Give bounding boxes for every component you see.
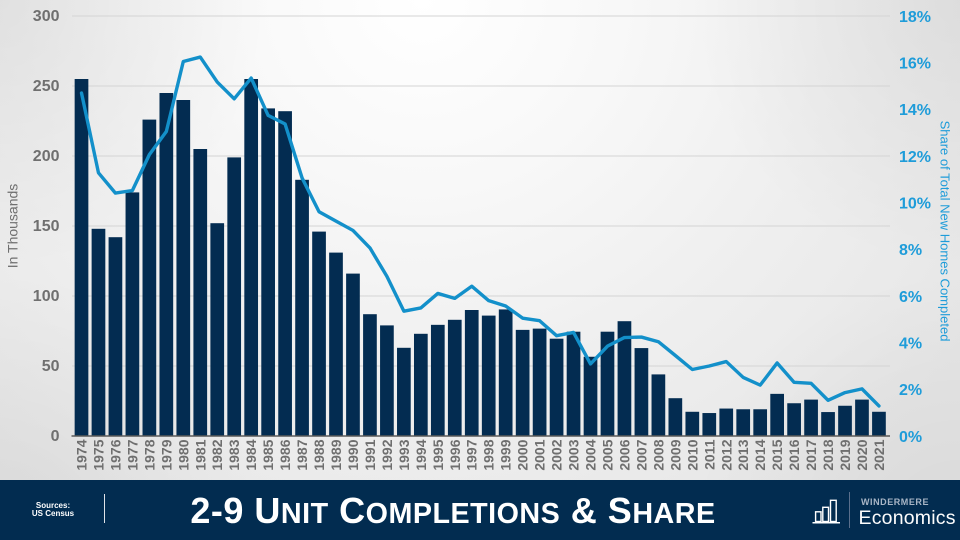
svg-text:1990: 1990 (345, 439, 361, 470)
svg-text:In Thousands: In Thousands (5, 184, 21, 269)
svg-text:150: 150 (33, 218, 60, 235)
svg-text:1974: 1974 (74, 439, 90, 470)
svg-text:2007: 2007 (633, 439, 649, 470)
svg-text:1979: 1979 (158, 439, 174, 470)
svg-text:50: 50 (42, 358, 60, 375)
svg-text:1993: 1993 (396, 439, 412, 470)
svg-text:0%: 0% (899, 429, 922, 446)
svg-text:2014: 2014 (752, 439, 768, 470)
svg-text:2008: 2008 (650, 439, 666, 470)
svg-text:1982: 1982 (209, 439, 225, 470)
svg-text:0: 0 (51, 428, 60, 445)
svg-text:1999: 1999 (498, 439, 514, 470)
svg-text:1996: 1996 (447, 439, 463, 470)
svg-text:1994: 1994 (413, 439, 429, 470)
svg-text:250: 250 (33, 78, 60, 95)
svg-text:200: 200 (33, 148, 60, 165)
svg-text:Share of Total New Homes Compl: Share of Total New Homes Completed (938, 121, 953, 342)
svg-text:2005: 2005 (599, 439, 615, 470)
svg-text:2020: 2020 (854, 439, 870, 470)
svg-text:1981: 1981 (192, 439, 208, 470)
svg-text:2015: 2015 (769, 439, 785, 470)
svg-text:2%: 2% (899, 382, 922, 399)
svg-text:14%: 14% (899, 102, 931, 119)
svg-text:1985: 1985 (260, 439, 276, 470)
svg-text:2001: 2001 (532, 439, 548, 470)
svg-text:1988: 1988 (311, 439, 327, 470)
svg-text:2013: 2013 (735, 439, 751, 470)
svg-text:18%: 18% (899, 9, 931, 26)
svg-text:2002: 2002 (549, 439, 565, 470)
svg-text:1998: 1998 (481, 439, 497, 470)
svg-text:10%: 10% (899, 195, 931, 212)
svg-text:2011: 2011 (701, 439, 717, 470)
svg-text:2010: 2010 (684, 439, 700, 470)
svg-text:1976: 1976 (107, 439, 123, 470)
svg-text:2003: 2003 (566, 439, 582, 470)
svg-text:4%: 4% (899, 335, 922, 352)
svg-text:1978: 1978 (141, 439, 157, 470)
svg-text:300: 300 (33, 8, 60, 25)
svg-text:1992: 1992 (379, 439, 395, 470)
svg-text:2004: 2004 (583, 439, 599, 470)
svg-text:1995: 1995 (430, 439, 446, 470)
svg-text:2017: 2017 (803, 439, 819, 470)
svg-text:1980: 1980 (175, 439, 191, 470)
svg-text:1986: 1986 (277, 439, 293, 470)
svg-text:2009: 2009 (667, 439, 683, 470)
svg-text:2006: 2006 (616, 439, 632, 470)
svg-text:1991: 1991 (362, 439, 378, 470)
svg-text:1977: 1977 (124, 439, 140, 470)
svg-text:100: 100 (33, 288, 60, 305)
svg-text:2016: 2016 (786, 439, 802, 470)
svg-text:12%: 12% (899, 149, 931, 166)
svg-text:16%: 16% (899, 55, 931, 72)
svg-text:1997: 1997 (464, 439, 480, 470)
svg-text:8%: 8% (899, 242, 922, 259)
svg-text:2021: 2021 (871, 439, 887, 470)
svg-text:2000: 2000 (515, 439, 531, 470)
svg-text:2012: 2012 (718, 439, 734, 470)
svg-text:1983: 1983 (226, 439, 242, 470)
svg-text:1984: 1984 (243, 439, 259, 470)
svg-text:1975: 1975 (90, 439, 106, 470)
svg-text:2018: 2018 (820, 439, 836, 470)
svg-text:6%: 6% (899, 289, 922, 306)
svg-text:1989: 1989 (328, 439, 344, 470)
svg-text:1987: 1987 (294, 439, 310, 470)
svg-text:2019: 2019 (837, 439, 853, 470)
